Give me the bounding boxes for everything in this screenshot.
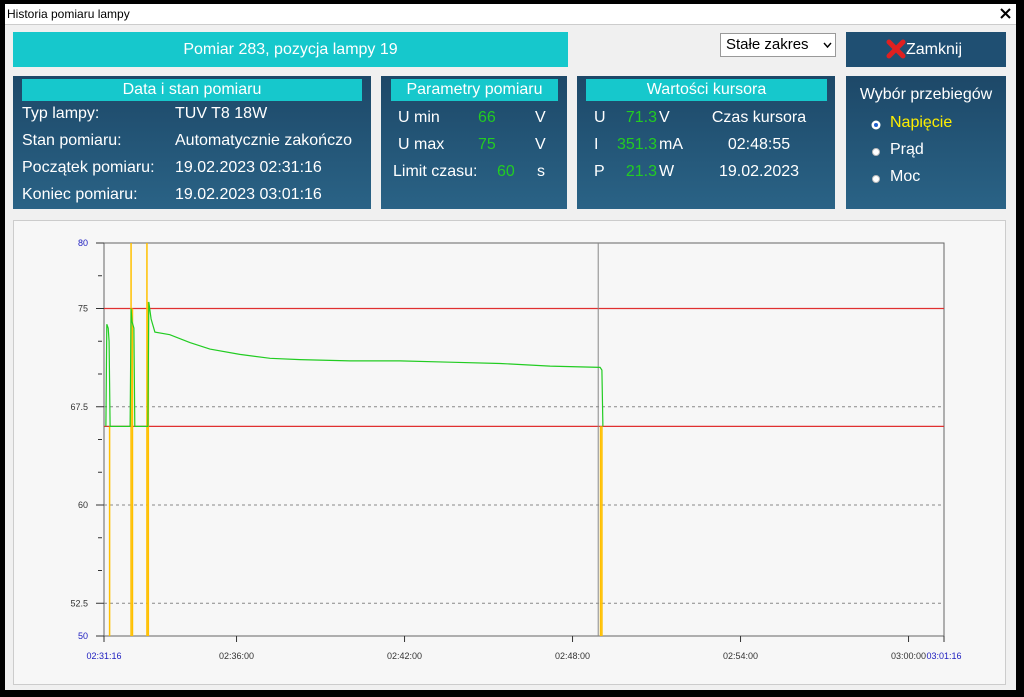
x-tick-label: 02:36:00 [219, 651, 254, 661]
x-tick-label: 02:48:00 [555, 651, 590, 661]
row-label: Początek pomiaru: [22, 159, 155, 176]
cursor-panel: Wartości kursora U 71.3 V I 351.3 mA P 21.3 W Cz… [577, 76, 835, 209]
close-window[interactable] [999, 7, 1012, 20]
y-tick-label: 52.5 [70, 598, 88, 608]
y-tick-label: 50 [78, 631, 88, 641]
param-unit: s [537, 163, 545, 180]
parameters-panel: Parametry pomiaru U min 66 V U max 75 V … [381, 76, 567, 209]
x-tick-label: 02:42:00 [387, 651, 422, 661]
title-bar: Historia pomiaru lampy [5, 4, 1016, 25]
window: Historia pomiaru lampy Pomiar 283, pozyc… [5, 4, 1016, 690]
y-tick-label: 75 [78, 304, 88, 314]
window-title: Historia pomiaru lampy [7, 7, 130, 21]
param-value: 75 [478, 136, 496, 153]
x-tick-label: 02:54:00 [723, 651, 758, 661]
param-label: U max [398, 136, 445, 153]
radio-option[interactable]: Napięcie [866, 114, 996, 134]
chart-area [13, 220, 1006, 685]
param-value: 66 [478, 109, 496, 126]
panel-header: Parametry pomiaru [391, 79, 558, 101]
panel-header: Data i stan pomiaru [22, 79, 362, 101]
radio-option[interactable]: Prąd [866, 141, 996, 161]
range-select-text: Stałe zakres [726, 36, 809, 53]
param-label: Limit czasu: [393, 163, 478, 180]
row-label: Stan pomiaru: [22, 132, 122, 149]
x-tick-label: 03:00:00 [891, 651, 926, 661]
cursor-unit: W [659, 163, 675, 180]
cursor-unit: mA [659, 136, 683, 153]
y-tick-label: 80 [78, 238, 88, 248]
y-tick-label: 60 [78, 500, 88, 510]
cursor-label: U [594, 109, 606, 126]
param-label: U min [398, 109, 440, 126]
cursor-time: 02:48:55 [727, 136, 791, 153]
y-tick-label: 67.5 [70, 402, 88, 412]
cursor-time-label: Czas kursora [711, 109, 807, 126]
row-value: 19.02.2023 03:01:16 [175, 186, 322, 203]
radio [872, 175, 880, 183]
row-label: Koniec pomiaru: [22, 186, 138, 203]
measurement-panel: Data i stan pomiaru Typ lampy: TUV T8 18W… [13, 76, 371, 209]
param-unit: V [535, 136, 546, 153]
panel-header: Wartości kursora [586, 79, 827, 101]
waveforms-panel: Wybór przebiegów Napięcie Prąd Moc [846, 76, 1006, 209]
cursor-value: 71.3 [625, 109, 657, 126]
x-tick-label: 03:01:16 [926, 651, 961, 661]
radio-label: Prąd [890, 141, 924, 158]
cursor-label: P [594, 163, 605, 180]
radio [872, 148, 880, 156]
close-button-label: Zamknij [906, 41, 963, 58]
voltage-line [105, 301, 604, 427]
close-icon [886, 39, 906, 59]
radio [871, 120, 881, 130]
radio-label: Moc [890, 168, 921, 185]
panel-title: Wybór przebiegów [859, 86, 993, 103]
row-value: TUV T8 18W [175, 105, 268, 122]
radio-option[interactable]: Moc [866, 168, 996, 188]
banner: Pomiar 283, pozycja lampy 19 [13, 32, 568, 67]
cursor-value: 351.3 [616, 136, 657, 153]
param-unit: V [535, 109, 546, 126]
cursor-date: 19.02.2023 [718, 163, 800, 180]
row-value: 19.02.2023 02:31:16 [175, 159, 322, 176]
radio-label: Napięcie [890, 114, 953, 131]
plot-frame [103, 242, 945, 637]
cursor-value: 21.3 [625, 163, 657, 180]
chevron [823, 42, 832, 49]
close-button[interactable]: Zamknij [846, 32, 1006, 67]
row-label: Typ lampy: [22, 105, 100, 122]
chart: 50 52.5 60 67.5 75 80 02:31:16 02:36:00 02:42:00… [70, 238, 961, 661]
cursor-label: I [594, 136, 599, 153]
cursor-unit: V [659, 109, 670, 126]
x-tick-label: 02:31:16 [86, 651, 121, 661]
range-select[interactable]: Stałe zakres [720, 33, 836, 57]
row-value: Automatycznie zakończo [175, 132, 352, 149]
param-value: 60 [497, 163, 515, 180]
